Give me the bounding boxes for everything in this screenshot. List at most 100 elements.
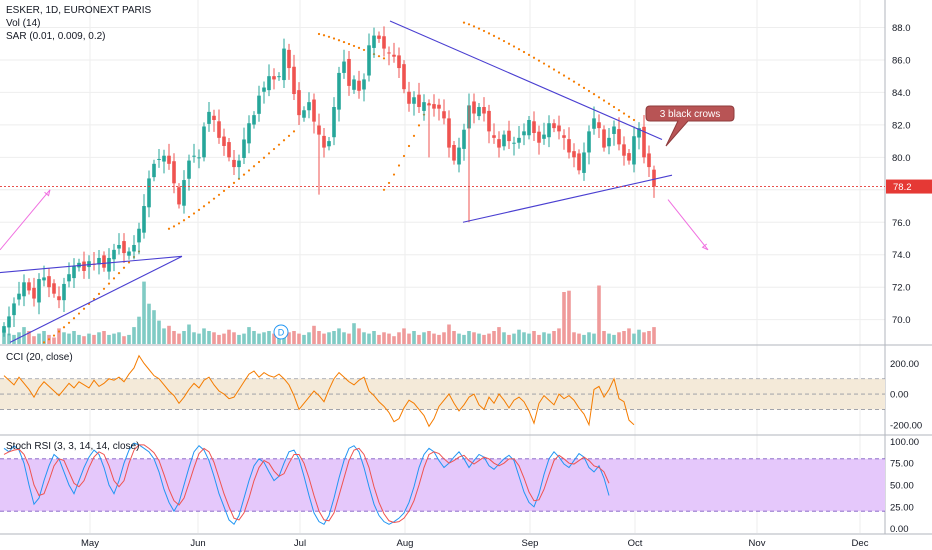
sar-dot: [617, 109, 621, 112]
volume-bar: [197, 333, 201, 344]
candle-body: [557, 125, 561, 132]
sar-dot: [612, 105, 616, 109]
volume-bar: [622, 331, 626, 344]
volume-bar: [477, 333, 481, 344]
sar-dot: [272, 147, 276, 151]
candle-body: [27, 282, 31, 291]
candle-body: [562, 135, 566, 138]
candle-body: [247, 123, 251, 144]
sar-dot: [402, 154, 406, 158]
candle-body: [297, 90, 301, 116]
sar-dot: [352, 44, 356, 48]
candle-body: [572, 151, 576, 158]
volume-bar: [112, 333, 116, 344]
cci-series-line: [3, 354, 635, 428]
volume-bar: [27, 331, 31, 344]
dividend-label: D: [278, 328, 285, 338]
volume-bar: [7, 333, 11, 344]
volume-bar: [527, 333, 531, 344]
volume-bar: [107, 334, 111, 344]
sar-dot: [627, 115, 631, 118]
candle-body: [152, 163, 156, 178]
sar-dot: [252, 165, 256, 168]
volume-bar: [192, 332, 196, 344]
sar-legend: SAR (0.01, 0.009, 0.2): [6, 31, 106, 42]
candle-body: [602, 129, 606, 148]
volume-bar: [442, 332, 446, 344]
candle-body: [577, 153, 581, 171]
projection-arrowhead: [44, 189, 51, 197]
trendline: [389, 20, 663, 140]
volume-bar: [157, 320, 161, 344]
volume-bar: [582, 334, 586, 344]
volume-bar: [322, 333, 326, 344]
sar-dot: [552, 68, 556, 71]
candle-body: [12, 303, 16, 316]
volume-bar: [517, 329, 521, 344]
sar-dot: [482, 29, 486, 33]
annotation-callout[interactable]: 3 black crows: [645, 105, 735, 147]
volume-bar: [77, 334, 81, 344]
sar-dot: [462, 21, 466, 24]
candle-body: [397, 55, 401, 69]
candle-body: [47, 276, 51, 288]
volume-bar: [202, 328, 206, 344]
main-title: ESKER, 1D, EURONEXT PARIS: [6, 5, 152, 16]
volume-bar: [557, 328, 561, 344]
candle-body: [542, 134, 546, 139]
sar-dot: [197, 208, 201, 211]
candle-body: [82, 261, 86, 271]
volume-bar: [432, 333, 436, 344]
volume-bar: [92, 334, 96, 344]
volume-bar: [602, 331, 606, 344]
stoch-band: [0, 458, 885, 512]
stoch-tick-label: 25.00: [890, 502, 914, 513]
last-price-label: 78.2: [893, 182, 912, 193]
sar-dot: [417, 124, 421, 127]
volume-bar: [537, 334, 541, 344]
sar-dot: [117, 272, 121, 275]
sar-dot: [497, 37, 501, 40]
sar-dot: [592, 93, 596, 96]
sar-dot: [517, 48, 521, 51]
price-tick-label: 76.0: [892, 218, 911, 229]
candle-body: [127, 251, 131, 256]
callout-text: 3 black crows: [660, 109, 721, 120]
candle-body: [637, 128, 641, 138]
candle-body: [237, 160, 241, 168]
stoch-lines: [3, 442, 610, 526]
candle-body: [552, 123, 556, 129]
candle-body: [142, 206, 146, 233]
volume-bar: [412, 331, 416, 344]
volume-bar: [347, 333, 351, 344]
volume-bar: [292, 331, 296, 344]
candle-body: [417, 94, 421, 108]
candle-body: [207, 111, 211, 124]
volume-bar: [387, 333, 391, 344]
sar-dot: [202, 205, 206, 208]
sar-dot: [322, 34, 326, 37]
candle-body: [492, 135, 496, 138]
volume-bar: [597, 285, 601, 344]
sar-dot: [412, 134, 416, 137]
candle-body: [37, 279, 41, 303]
volume-bar: [642, 332, 646, 344]
candle-body: [137, 228, 141, 243]
price-tick-label: 88.0: [892, 23, 911, 34]
main-legend: ESKER, 1D, EURONEXT PARIS Vol (14) SAR (…: [6, 4, 151, 43]
vol-legend: Vol (14): [6, 18, 41, 29]
volume-bar: [167, 325, 171, 344]
sar-dot: [277, 143, 281, 146]
volume-bar: [127, 334, 131, 344]
volume-bar: [522, 332, 526, 344]
volume-bar: [217, 334, 221, 344]
candle-body: [312, 99, 316, 122]
sar-dot: [47, 338, 51, 341]
time-tick-label: Sep: [522, 538, 539, 549]
sar-dot: [542, 62, 546, 65]
sar-dot: [292, 130, 296, 133]
volume-bar: [57, 328, 61, 344]
time-tick-label: May: [81, 538, 99, 549]
volume-bar: [512, 333, 516, 344]
candle-body: [72, 266, 76, 279]
